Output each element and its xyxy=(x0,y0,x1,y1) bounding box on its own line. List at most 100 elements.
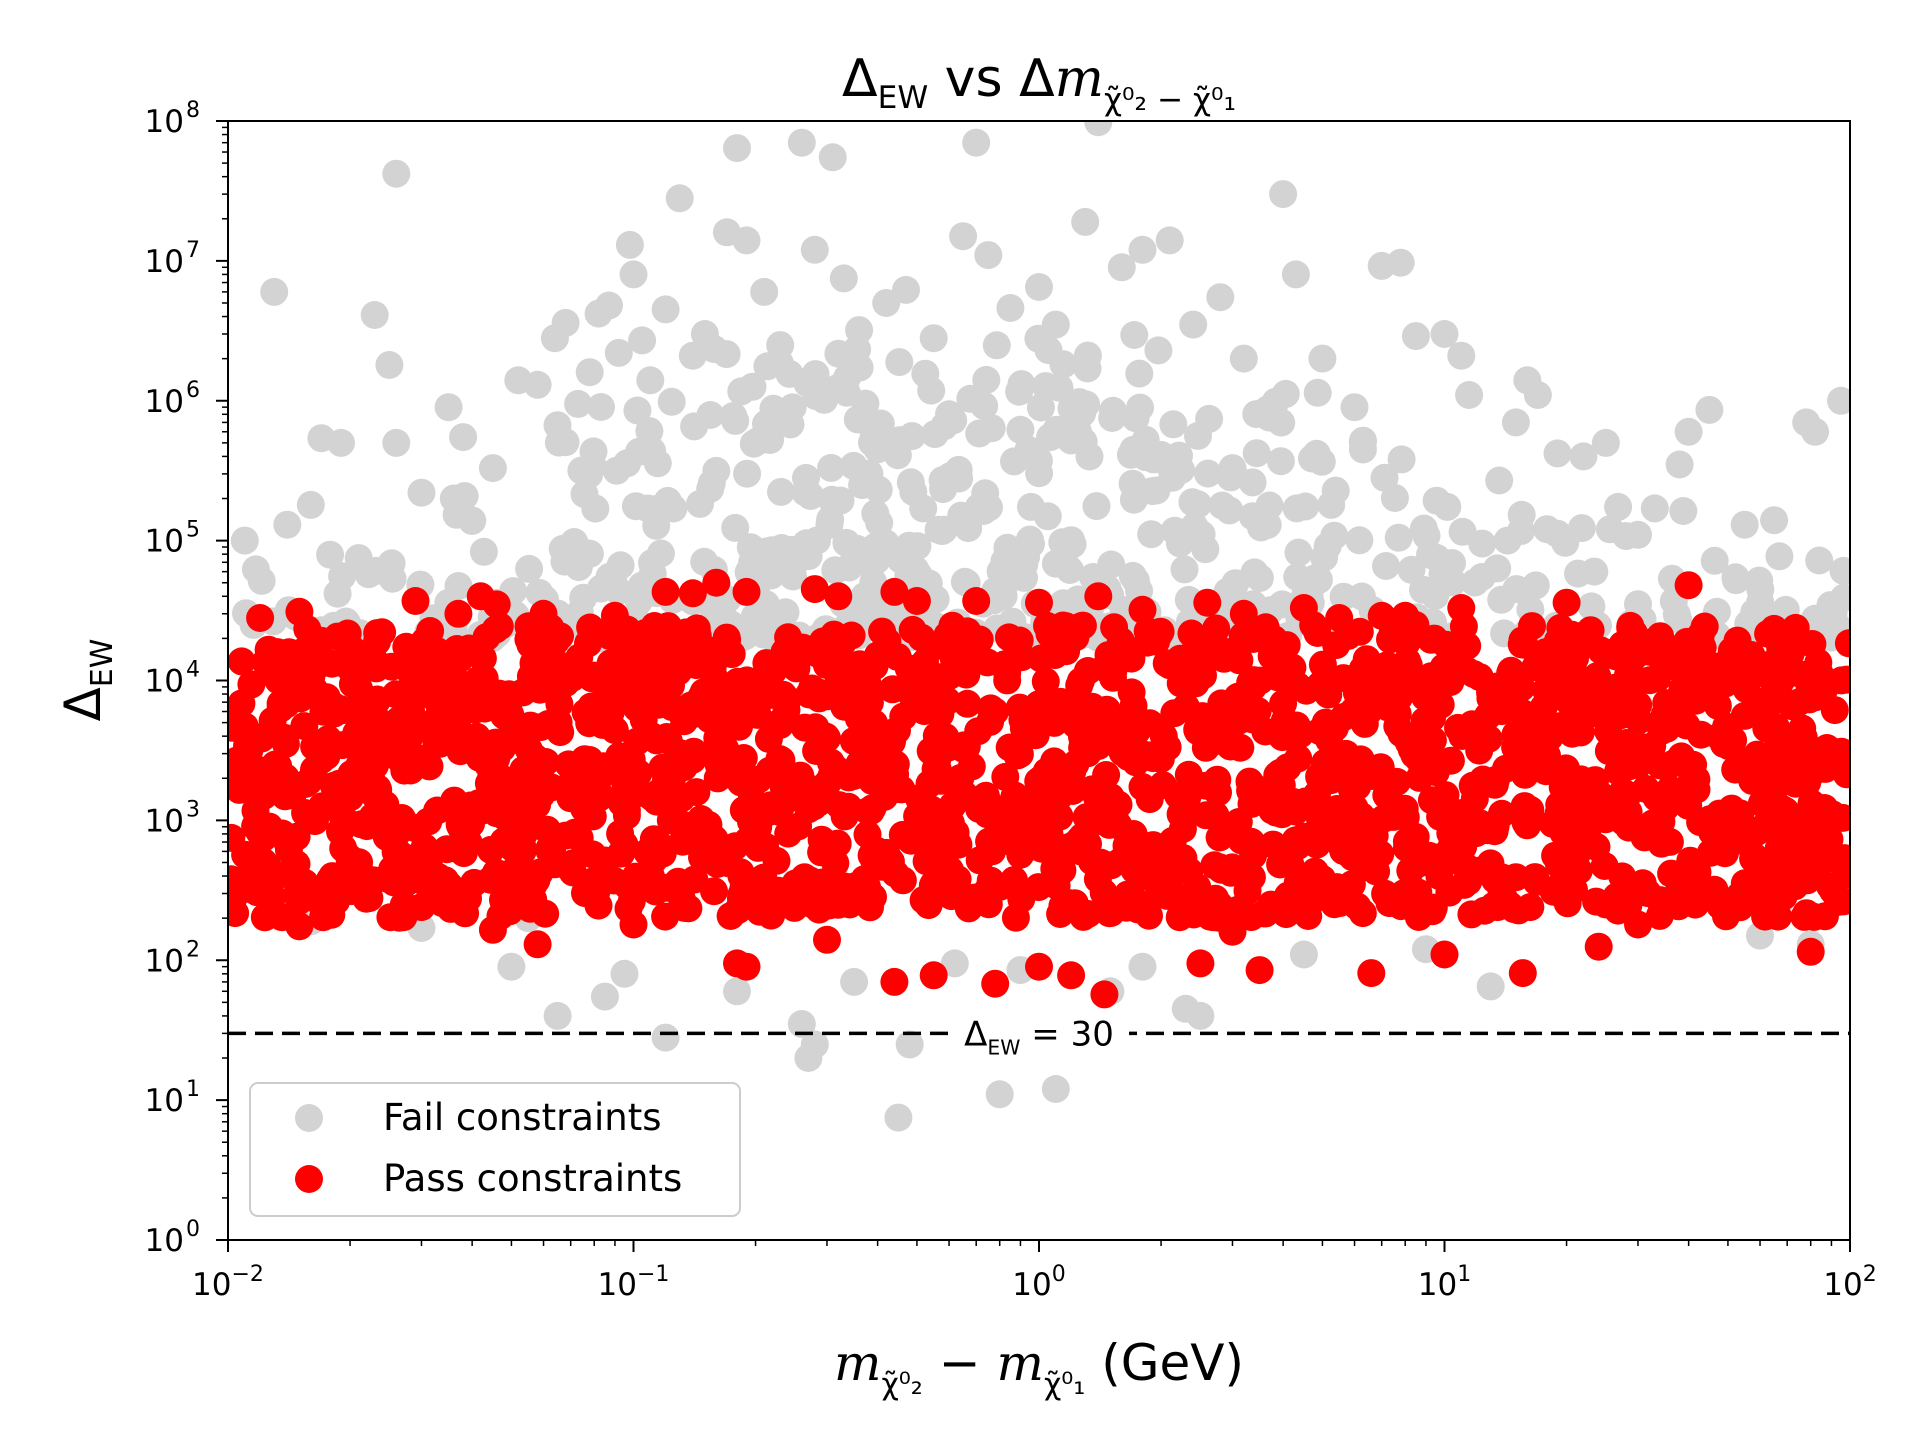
pass-point xyxy=(1357,959,1386,988)
pass-point xyxy=(687,805,715,833)
fail-point xyxy=(665,184,694,213)
pass-point xyxy=(823,627,852,656)
pass-point xyxy=(803,639,832,668)
pass-point xyxy=(1376,689,1405,718)
x-axis-ticks: 10−2 10−1 100 101 102 xyxy=(192,1240,1877,1303)
y-tick-exponent: 2 xyxy=(186,937,200,962)
fail-point xyxy=(375,351,404,379)
pass-point xyxy=(526,713,555,742)
y-tick-label: 10 xyxy=(145,664,184,700)
pass-point xyxy=(461,695,490,724)
pass-point xyxy=(318,862,347,891)
pass-point xyxy=(1497,656,1525,685)
fail-point xyxy=(450,482,479,510)
reference-line-label-bg xyxy=(949,1016,1129,1051)
fail-point xyxy=(1624,520,1652,549)
pass-point xyxy=(487,764,516,793)
pass-point xyxy=(773,685,802,714)
pass-point xyxy=(849,665,878,694)
pass-point xyxy=(285,912,314,941)
pass-point xyxy=(1633,879,1662,908)
fail-point xyxy=(840,967,869,996)
pass-point xyxy=(401,587,430,615)
pass-point xyxy=(250,903,279,932)
pass-point xyxy=(1245,956,1274,985)
pass-point xyxy=(640,612,669,640)
pass-point xyxy=(1391,601,1420,630)
fail-point xyxy=(1543,439,1572,468)
fail-point xyxy=(766,331,795,360)
pass-point xyxy=(285,597,314,626)
pass-point xyxy=(1829,887,1850,916)
fail-point xyxy=(1674,417,1703,446)
pass-point xyxy=(396,658,425,687)
fail-point xyxy=(1000,447,1028,476)
fail-point xyxy=(1041,1075,1070,1103)
legend-label-fail: Fail constraints xyxy=(383,1096,662,1139)
fail-point xyxy=(1126,393,1154,422)
fail-point xyxy=(1125,359,1154,388)
pass-point xyxy=(1796,856,1824,885)
pass-point xyxy=(702,740,731,769)
fail-point xyxy=(407,478,436,507)
fail-point xyxy=(1310,543,1339,572)
fail-point xyxy=(1476,972,1505,1001)
fail-point xyxy=(1073,341,1102,370)
pass-point xyxy=(880,967,909,996)
pass-point xyxy=(1030,803,1058,831)
pass-point xyxy=(1311,755,1340,784)
fail-point xyxy=(1247,513,1275,542)
pass-point xyxy=(1218,853,1247,882)
pass-point xyxy=(1405,745,1434,774)
pass-point xyxy=(1135,709,1164,738)
fail-point xyxy=(543,1001,572,1030)
pass-point xyxy=(308,792,336,821)
fail-point xyxy=(1268,590,1297,619)
fail-point xyxy=(919,324,948,353)
pass-point xyxy=(1186,949,1215,978)
pass-point xyxy=(824,668,853,697)
pass-point xyxy=(1798,630,1827,658)
fail-point xyxy=(523,370,552,399)
fail-point xyxy=(1746,575,1775,604)
fail-point xyxy=(1302,439,1331,468)
pass-point xyxy=(235,875,264,904)
pass-point xyxy=(1216,732,1245,761)
fail-point xyxy=(544,428,573,457)
pass-point xyxy=(993,666,1022,695)
pass-point xyxy=(1201,801,1230,830)
pass-point xyxy=(1516,795,1545,824)
pass-point xyxy=(1426,802,1455,831)
fail-point xyxy=(787,128,816,157)
pass-point xyxy=(1590,852,1619,880)
fail-point xyxy=(791,478,820,507)
pass-point xyxy=(1221,690,1250,719)
pass-point xyxy=(432,716,461,745)
fail-point xyxy=(1380,484,1409,512)
pass-point xyxy=(1802,737,1831,766)
pass-point xyxy=(811,722,840,751)
pass-point xyxy=(920,677,949,706)
fail-point xyxy=(1604,492,1633,521)
pass-point xyxy=(1326,889,1355,917)
fail-point xyxy=(1284,538,1313,567)
pass-point xyxy=(1204,778,1232,807)
pass-point xyxy=(1667,742,1696,771)
fail-point xyxy=(1099,396,1127,425)
fail-point xyxy=(1128,952,1157,981)
fail-point xyxy=(929,475,958,504)
pass-point xyxy=(446,644,475,673)
fail-point xyxy=(646,539,675,568)
pass-point xyxy=(995,623,1023,652)
pass-point xyxy=(824,582,853,611)
pass-point xyxy=(981,969,1010,998)
pass-point xyxy=(1796,937,1825,966)
pass-point xyxy=(268,819,297,848)
pass-point xyxy=(737,785,766,814)
pass-point xyxy=(927,766,955,795)
fail-point xyxy=(1007,370,1036,399)
pass-point xyxy=(1139,831,1168,860)
fail-point xyxy=(767,477,795,506)
fail-point xyxy=(1447,341,1476,370)
y-tick-label: 10 xyxy=(145,943,184,979)
